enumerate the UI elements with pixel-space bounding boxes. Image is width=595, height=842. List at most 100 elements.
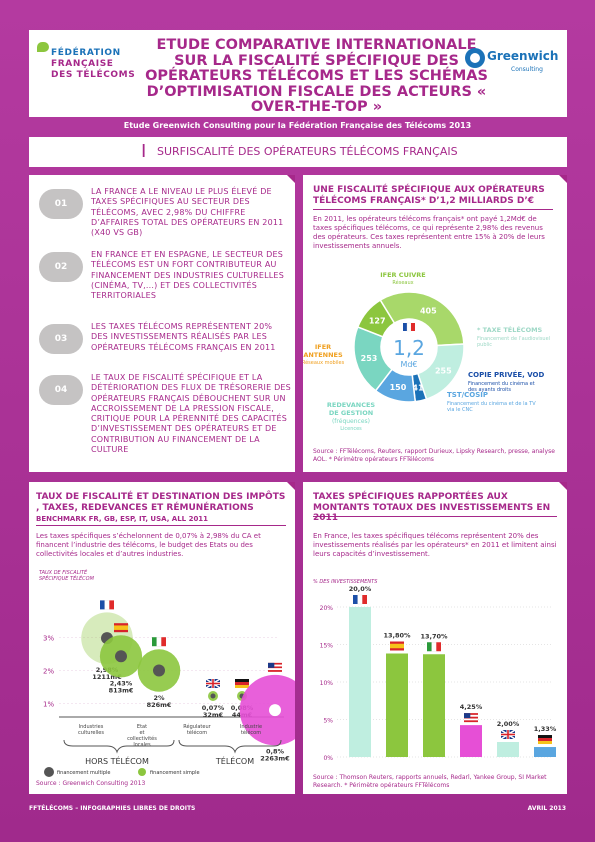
flag-stripe: [353, 595, 358, 604]
slice-value-label: 127: [369, 316, 386, 325]
point-text: EN FRANCE ET EN ESPAGNE, LE SECTEUR DES …: [91, 250, 284, 301]
bubble-title: TAUX DE FISCALITÉ ET DESTINATION DES IMP…: [36, 492, 286, 513]
point-text: LE TAUX DE FISCALITÉ SPÉCIFIQUE ET LA DÉ…: [91, 373, 291, 455]
flag-stripe: [538, 738, 552, 742]
slice-label: IFER: [315, 343, 331, 351]
bubble-rate-label: 2,43%: [110, 679, 133, 687]
bar-value-label: 13,80%: [383, 632, 411, 640]
bar-value-label: 1,33%: [534, 725, 557, 733]
bar-chart: % DES INVESTISSEMENTS 20% 15% 10% 5% 0% 20,0% 1…: [313, 579, 557, 762]
speech-bubble-icon: [37, 42, 49, 52]
y-axis-label: SPÉCIFIQUE TÉLÉCOM: [39, 574, 95, 582]
flag-stripe: [357, 594, 363, 605]
legend-moneybag-multiple-icon: [44, 767, 54, 777]
group-label: TÉLÉCOM: [215, 755, 254, 766]
bubble-amount-label: 826m€: [147, 701, 172, 709]
y-axis-label: % DES INVESTISSEMENTS: [313, 579, 378, 585]
footer-right: AVRIL 2013: [527, 805, 566, 812]
category-label: télécom: [241, 729, 261, 736]
bar: [386, 653, 408, 757]
slice-label: COPIE PRIVÉE, VOD: [468, 370, 544, 379]
greenwich-globe-icon: [465, 48, 485, 68]
bar: [534, 747, 556, 757]
flag-stripe: [268, 670, 282, 672]
bar: [460, 725, 482, 757]
point-text: LA FRANCE A LE NIVEAU LE PLUS ÉLEVÉ DE T…: [91, 187, 284, 238]
bar-value-label: 13,70%: [420, 632, 448, 640]
bubble: [239, 674, 295, 746]
section-title: SURFISCALITÉ DES OPÉRATEURS TÉLÉCOMS FRA…: [157, 145, 458, 158]
y-tick-label: 10%: [320, 680, 334, 687]
flag-stripe: [100, 600, 105, 610]
flag-stripe: [362, 595, 367, 604]
flag-stripe: [464, 720, 478, 723]
flag-stripe: [104, 600, 110, 610]
y-tick-label: 0%: [323, 755, 333, 762]
divider: [313, 209, 553, 210]
moneybag-icon: [115, 650, 127, 663]
logo-line-1: FÉDÉRATION: [51, 48, 121, 58]
donut-slice: [356, 299, 396, 338]
number-badge: 02: [39, 252, 83, 282]
slice-label: * TAXE TÉLÉCOMS: [477, 325, 543, 334]
page-title: ETUDE COMPARATIVE INTERNATIONALE SUR LA …: [144, 37, 489, 116]
slice-sublabel: public: [477, 342, 492, 348]
bubble-subtitle: BENCHMARK FR, GB, ESP, IT, USA, ALL 2011: [36, 515, 209, 523]
brace: [178, 739, 282, 754]
flag-stripe: [390, 643, 404, 649]
legend-moneybag-simple-icon: [138, 768, 146, 776]
flag-stripe: [431, 642, 437, 652]
greenwich-logo: Greenwich Consulting: [465, 44, 559, 80]
bar-value-label: 4,25%: [460, 703, 483, 711]
flag-fr-red: [411, 323, 415, 331]
category-label: Régulateur: [183, 723, 211, 730]
moneybag-icon: [153, 664, 165, 677]
corner-fold: [559, 175, 567, 183]
y-tick-label: 5%: [323, 718, 333, 725]
section-number: I: [141, 141, 147, 162]
brace: [63, 739, 175, 754]
bar-text: En France, les taxes spécifiques télécom…: [313, 532, 557, 558]
flag-stripe: [464, 718, 478, 721]
slice-label: ANTENNES: [303, 351, 343, 359]
footer-left: FFTÉLÉCOMS – INFOGRAPHIES LIBRES DE DROI…: [29, 805, 196, 812]
flag-stripe: [538, 741, 552, 745]
center-value: 1,2: [393, 336, 425, 360]
slice-sublabel: des ayants droits: [468, 387, 511, 393]
slice-sublabel: Financement de l’audiovisuel: [477, 336, 550, 342]
y-axis-label: TAUX DE FISCALITÉ: [39, 568, 88, 576]
logo-line-3: DES TÉLÉCOMS: [51, 70, 136, 80]
greenwich-name: Greenwich: [487, 49, 559, 63]
number-badge: 03: [39, 324, 83, 354]
flag-stripe: [436, 642, 441, 652]
flag-stripe: [268, 666, 282, 669]
donut-panel: UNE FISCALITÉ SPÉCIFIQUE AUX OPÉRATEURS …: [303, 175, 567, 472]
bubble-source: Source : Greenwich Consulting 2013: [36, 780, 146, 787]
bar-panel: TAXES SPÉCIFIQUES RAPPORTÉES AUX MONTANT…: [303, 482, 567, 794]
flag-stripe: [268, 668, 282, 671]
donut-hole: [382, 320, 436, 374]
donut-slice: [379, 291, 465, 347]
bubble-amount-label: 1211m€: [92, 673, 122, 681]
y-tick-label: 1%: [43, 701, 54, 709]
flag-stripe: [235, 679, 249, 682]
number-badge: 04: [39, 375, 83, 405]
bubble-panel: TAUX DE FISCALITÉ ET DESTINATION DES IMP…: [29, 482, 295, 794]
flag-stripe: [507, 730, 509, 739]
category-label: Etat: [137, 724, 147, 730]
category-label: locales: [133, 742, 151, 748]
bubble-amount-label: 813m€: [109, 686, 134, 694]
donut-text: En 2011, les opérateurs télécoms françai…: [313, 215, 545, 250]
flag-fr-blue: [403, 323, 407, 331]
slice-label: TST/COSIP: [447, 391, 488, 399]
slice-sublabel: Réseaux mobiles: [303, 359, 345, 366]
bar: [423, 654, 445, 757]
legend-label: financement simple: [150, 770, 200, 776]
corner-fold: [559, 482, 567, 490]
y-tick-label: 20%: [320, 605, 334, 612]
bubble-rate-label: 0,07%: [202, 704, 225, 712]
category-label: Industrie: [240, 724, 262, 730]
